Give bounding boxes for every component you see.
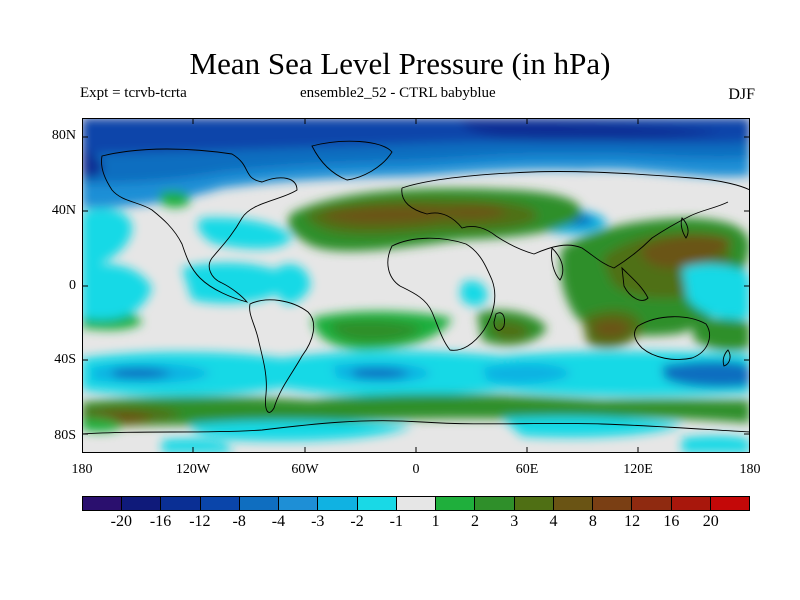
colorbar-cell — [553, 497, 594, 510]
lon-label-180e: 180 — [739, 462, 761, 477]
colorbar — [82, 496, 750, 511]
colorbar-label: -1 — [389, 513, 403, 530]
colorbar-label: 16 — [663, 513, 680, 530]
season-label: DJF — [728, 86, 755, 103]
colorbar-cell — [514, 497, 554, 510]
lon-label-180w: 180 — [71, 462, 93, 477]
colorbar-label: -16 — [149, 513, 172, 530]
experiment-label: Expt = tcrvb-tcrta — [80, 85, 187, 101]
colorbar-cell — [200, 497, 240, 510]
colorbar-cell — [279, 497, 319, 510]
colorbar-cell — [632, 497, 672, 510]
colorbar-cell — [122, 497, 162, 510]
colorbar-label: 12 — [624, 513, 641, 530]
lat-label-40s: 40S — [54, 352, 76, 367]
colorbar-cell — [357, 497, 397, 510]
ensemble-label: ensemble2_52 - CTRL babyblue — [300, 85, 496, 101]
lon-label-120e: 120E — [623, 462, 653, 477]
colorbar-label: -4 — [271, 513, 286, 530]
lon-label-0: 0 — [412, 462, 420, 477]
colorbar-cell — [710, 497, 749, 510]
coastlines — [82, 140, 750, 435]
colorbar-cell — [83, 497, 123, 510]
colorbar-cell — [239, 497, 280, 510]
colorbar-label: 2 — [470, 513, 479, 530]
colorbar-label: -3 — [311, 513, 325, 530]
colorbar-cell — [396, 497, 437, 510]
colorbar-label: -20 — [110, 513, 132, 530]
axis-ticks — [82, 118, 750, 453]
colorbar-cell — [671, 497, 711, 510]
colorbar-label: -8 — [232, 513, 246, 530]
colorbar-cell — [593, 497, 633, 510]
lat-label-40n: 40N — [51, 203, 76, 218]
pressure-field — [82, 118, 750, 453]
pressure-map — [82, 118, 750, 453]
lon-label-60e: 60E — [515, 462, 539, 477]
colorbar-cell — [475, 497, 515, 510]
lat-label-0: 0 — [69, 278, 76, 293]
colorbar-cell — [161, 497, 201, 510]
lon-label-60w: 60W — [291, 462, 319, 477]
colorbar-label: 3 — [510, 513, 519, 530]
colorbar-label: -12 — [189, 513, 211, 530]
lon-label-120w: 120W — [175, 462, 211, 477]
map-title: Mean Sea Level Pressure (in hPa) — [189, 46, 611, 81]
colorbar-cell — [318, 497, 358, 510]
colorbar-label: 8 — [588, 513, 597, 530]
colorbar-label: -2 — [350, 513, 364, 530]
colorbar-cell — [436, 497, 476, 510]
colorbar-label: 4 — [549, 513, 558, 530]
colorbar-label: 20 — [702, 513, 719, 530]
lat-label-80n: 80N — [51, 128, 76, 143]
colorbar-label: 1 — [431, 513, 440, 530]
lat-label-80s: 80S — [54, 428, 76, 443]
